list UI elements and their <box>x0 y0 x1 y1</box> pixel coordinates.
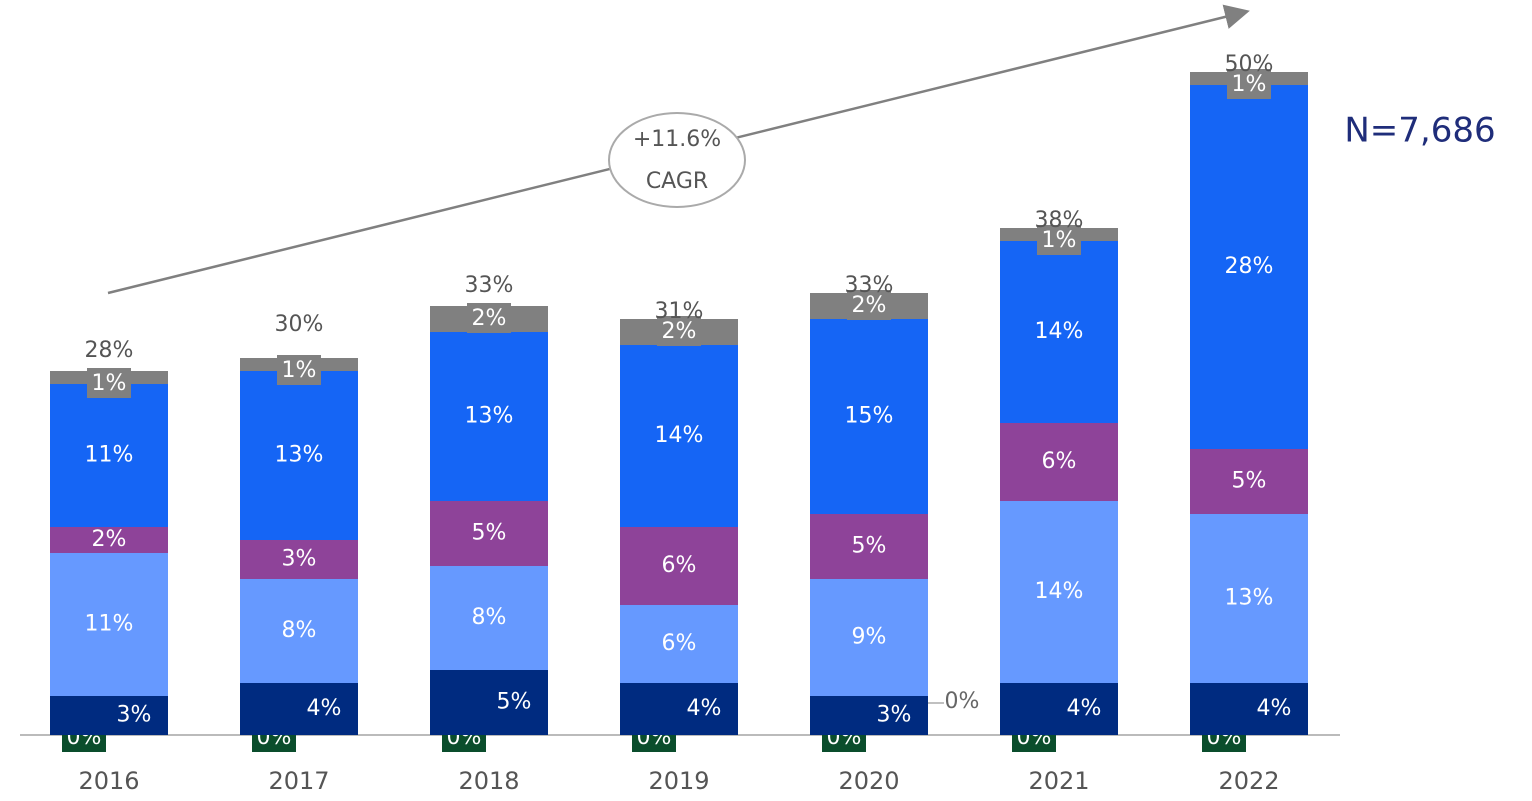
x-tick-label: 2018 <box>458 767 519 795</box>
data-label-box <box>467 303 511 333</box>
data-label: 8% <box>472 605 507 630</box>
bar-segment <box>1000 501 1118 683</box>
bar-segment <box>1190 85 1308 449</box>
data-label: 4% <box>1067 696 1102 721</box>
x-tick-label: 2020 <box>838 767 899 795</box>
bar-segment <box>810 319 928 514</box>
bar-segment <box>810 514 928 579</box>
total-label: 28% <box>85 338 134 363</box>
data-label: 5% <box>497 690 532 715</box>
cagr-label: CAGR <box>646 169 708 194</box>
bar-segment <box>240 540 358 579</box>
data-label: 1% <box>1042 228 1077 253</box>
bar-segment <box>810 696 928 735</box>
total-label: 50% <box>1225 52 1274 77</box>
bar-segment <box>240 683 358 735</box>
data-label: 4% <box>687 696 722 721</box>
bar-segment <box>620 605 738 683</box>
data-label: 14% <box>1035 579 1084 604</box>
cagr-bubble <box>608 112 746 208</box>
data-label: 2% <box>852 293 887 318</box>
data-label: 1% <box>92 371 127 396</box>
data-label: 13% <box>275 443 324 468</box>
data-label: 13% <box>465 404 514 429</box>
data-label: 2% <box>662 319 697 344</box>
x-tick-label: 2017 <box>268 767 329 795</box>
data-label: 1% <box>282 358 317 383</box>
data-label: 15% <box>845 404 894 429</box>
data-label: 5% <box>852 534 887 559</box>
data-label: 1% <box>1232 72 1267 97</box>
bar-segment <box>430 670 548 735</box>
data-label: 11% <box>85 612 134 637</box>
data-label: 5% <box>472 521 507 546</box>
data-label-box <box>87 368 131 398</box>
cagr-value: +11.6% <box>633 127 721 152</box>
data-label: 6% <box>1042 449 1077 474</box>
data-label: 11% <box>85 443 134 468</box>
data-label: 4% <box>1257 696 1292 721</box>
bar-segment <box>620 527 738 605</box>
data-label: 3% <box>117 703 152 728</box>
bar-segment <box>430 501 548 566</box>
data-label: 0% <box>945 689 980 714</box>
data-label: 4% <box>307 696 342 721</box>
bar-segment <box>240 579 358 683</box>
bar-segment <box>810 579 928 696</box>
data-label: 14% <box>655 423 704 448</box>
data-label-box <box>657 316 701 346</box>
data-label: 3% <box>877 703 912 728</box>
total-label: 30% <box>275 312 324 337</box>
data-label: 6% <box>662 553 697 578</box>
x-tick-label: 2022 <box>1218 767 1279 795</box>
bar-segment <box>1190 514 1308 683</box>
bar-segment <box>1190 449 1308 514</box>
data-label: 28% <box>1225 254 1274 279</box>
bar-segment <box>620 683 738 735</box>
data-label: 3% <box>282 547 317 572</box>
total-label: 38% <box>1035 208 1084 233</box>
data-label-box <box>1037 225 1081 255</box>
total-label: 33% <box>465 273 514 298</box>
data-label: 2% <box>92 527 127 552</box>
bar-segment <box>430 332 548 501</box>
data-label: 8% <box>282 618 317 643</box>
data-label: 2% <box>472 306 507 331</box>
data-label-box <box>277 355 321 385</box>
data-label: 6% <box>662 631 697 656</box>
data-label-box <box>847 290 891 320</box>
bar-segment <box>50 696 168 735</box>
bar-segment <box>1190 683 1308 735</box>
bar-segment <box>50 384 168 527</box>
bar-segment <box>620 345 738 527</box>
data-label: 13% <box>1225 586 1274 611</box>
bar-segment <box>240 371 358 540</box>
data-label: 9% <box>852 625 887 650</box>
data-label-box <box>1227 69 1271 99</box>
x-tick-label: 2016 <box>78 767 139 795</box>
x-tick-label: 2021 <box>1028 767 1089 795</box>
bar-segment <box>430 566 548 670</box>
total-label: 33% <box>845 273 894 298</box>
data-label: 14% <box>1035 319 1084 344</box>
total-label: 31% <box>655 299 704 324</box>
bar-segment <box>1000 683 1118 735</box>
sample-size: N=7,686 <box>1344 111 1495 151</box>
x-tick-label: 2019 <box>648 767 709 795</box>
bar-segment <box>1000 241 1118 423</box>
bar-segment <box>1000 423 1118 501</box>
bar-segment <box>50 527 168 553</box>
data-label: 5% <box>1232 469 1267 494</box>
bar-segment <box>50 553 168 696</box>
